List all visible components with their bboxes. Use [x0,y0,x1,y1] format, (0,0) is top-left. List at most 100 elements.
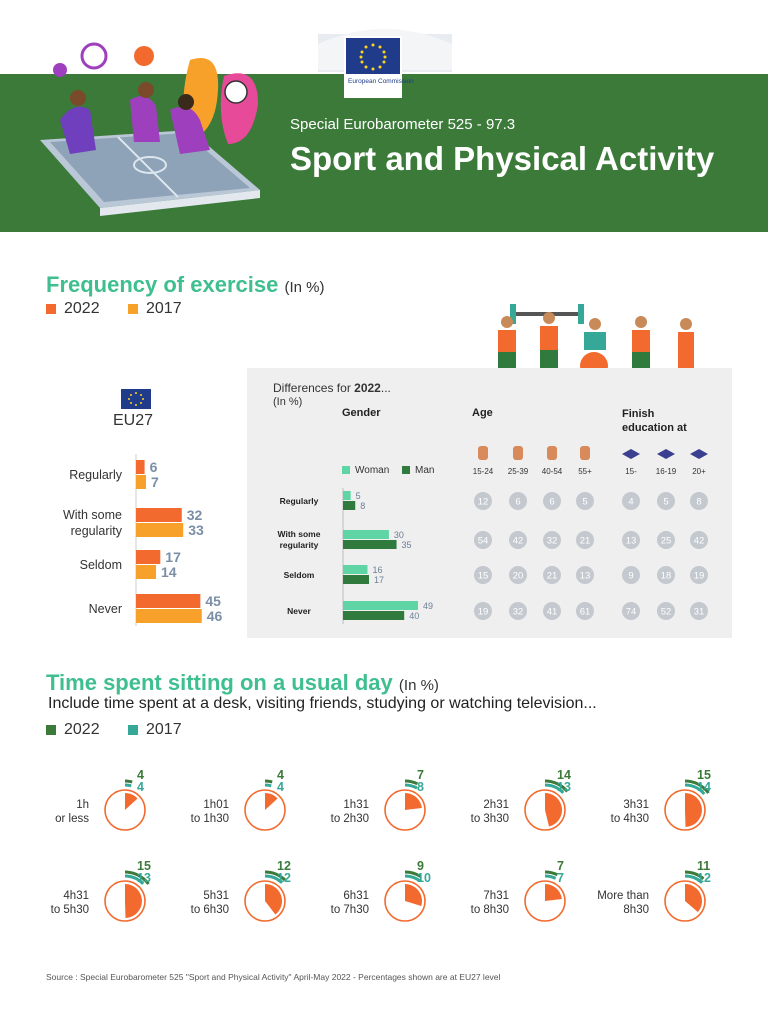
gender-bar-woman [343,565,368,574]
difference-row-label: Regularly [280,496,319,506]
age-column-label: 25-39 [508,467,529,476]
sitting-arc-2022 [124,870,150,885]
education-value-circle [657,566,675,584]
age-value-label: 13 [580,571,591,582]
education-header-line2: education at [622,422,687,434]
age-value-circle [509,602,527,620]
legend-swatch-man [402,466,410,475]
age-value-label: 12 [478,497,489,508]
eu27-label: EU27 [113,412,154,429]
frequency-legend-2022: 2022 [46,300,100,318]
sitting-value-2022: 9 [417,859,424,873]
education-value-circle [690,531,708,549]
education-value-circle [622,531,640,549]
frequency-title-text: Frequency of exercise [46,272,279,297]
report-code: Special Eurobarometer 525 - 97.3 [290,116,516,133]
age-value-label: 42 [513,536,524,547]
sitting-arc-2017 [404,874,421,883]
sitting-arc-2017 [124,783,132,788]
education-value-label: 8 [696,497,701,508]
graduation-cap-icon [622,449,640,459]
sitting-category-label: 3h31 [623,799,649,811]
education-value-label: 42 [694,536,705,547]
eu-bar-2017 [136,523,184,537]
differences-title-prefix: Differences for [273,381,355,395]
eu-data-label: 32 [187,507,203,523]
sitting-value-2017: 7 [557,871,564,885]
age-value-circle [509,531,527,549]
sitting-category-label: or less [55,813,89,825]
eu-category-label: Regularly [69,468,123,482]
age-value-label: 61 [580,607,591,618]
age-column-label: 55+ [578,467,592,476]
sitting-arc-2022 [404,870,422,878]
eu-category-label: Seldom [80,558,122,572]
sitting-title: Time spent sitting on a usual day (In %) [46,670,439,696]
age-value-label: 6 [515,497,520,508]
age-person-icon [580,446,590,460]
sitting-category-label: to 2h30 [331,813,369,825]
sitting-fill-sector [265,884,282,915]
age-value-circle [576,602,594,620]
sitting-value-2022: 14 [557,768,571,782]
legend-swatch-2017 [128,303,138,314]
education-value-label: 13 [626,536,637,547]
age-value-circle [474,602,492,620]
logo-text: European Commission [348,78,414,85]
source-note: Source : Special Eurobarometer 525 "Spor… [46,972,501,982]
gender-data-label: 30 [394,530,404,540]
sitting-arc-2017 [124,874,145,885]
gender-legend-woman: Woman [342,465,389,476]
sitting-value-2022: 7 [417,768,424,782]
sitting-category-label: to 8h30 [471,904,509,916]
eu-category-label: Never [89,602,122,616]
gender-data-label: 8 [360,501,365,511]
sitting-fill-sector [545,884,562,901]
legend-label-man: Man [415,465,435,476]
gender-bar-woman [343,491,351,500]
difference-row-label: Never [287,606,311,616]
eu-category-label: regularity [71,524,123,538]
sitting-arc-2022 [264,870,286,882]
age-value-circle [543,492,561,510]
gender-data-label: 49 [423,601,433,611]
age-person-icon [478,446,488,460]
eu-data-label: 17 [165,549,181,565]
sitting-category-label: 1h [76,799,89,811]
education-value-label: 5 [663,497,668,508]
age-person-icon [547,446,557,460]
education-value-label: 4 [628,497,633,508]
education-value-circle [690,492,708,510]
gender-data-label: 40 [409,611,419,621]
sitting-unit: (In %) [398,677,439,694]
sitting-value-2022: 15 [137,859,151,873]
age-value-circle [576,492,594,510]
sitting-arc-2022 [684,870,705,880]
sitting-value-2022: 7 [557,859,564,873]
age-person-icon [513,446,523,460]
age-value-label: 5 [582,497,587,508]
age-value-label: 15 [478,571,489,582]
education-value-label: 74 [626,607,637,618]
legend-label-2017: 2017 [146,300,182,317]
sitting-fill-sector [685,793,702,827]
differences-title-suffix: ... [380,381,391,395]
age-value-label: 41 [547,607,558,618]
education-value-circle [690,566,708,584]
education-column-label: 15- [625,467,637,476]
sitting-value-2017: 4 [137,780,144,794]
gender-bar-man [343,611,405,620]
gender-header: Gender [342,407,381,419]
sitting-value-2017: 13 [557,780,571,794]
age-value-label: 6 [549,497,554,508]
eu-bar-2022 [136,594,201,608]
eu-bar-2022 [136,508,182,522]
sitting-category-label: to 7h30 [331,904,369,916]
eu-data-label: 46 [207,608,223,624]
sitting-legend-2017: 2017 [128,721,182,739]
sitting-value-2017: 8 [417,780,424,794]
age-value-label: 32 [513,607,524,618]
age-column-label: 15-24 [473,467,494,476]
